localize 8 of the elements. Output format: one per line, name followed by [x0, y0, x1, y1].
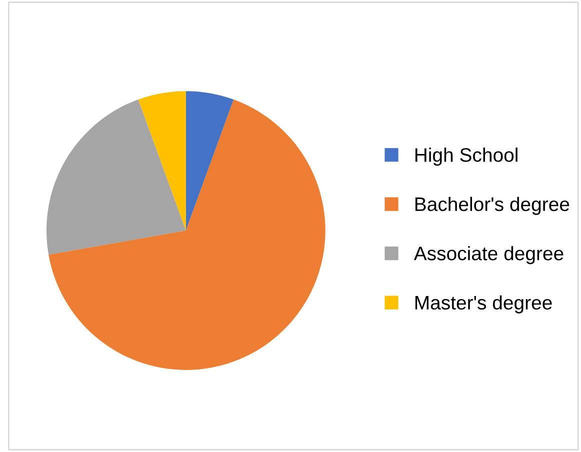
pie-slice	[186, 91, 234, 231]
pie-slice	[48, 100, 326, 370]
legend-label: Associate degree	[414, 246, 564, 264]
legend-label: Master's degree	[415, 295, 552, 314]
pie-slice	[46, 99, 186, 255]
legend-label: High School	[415, 148, 518, 166]
legend-label: Bachelor's degree	[415, 196, 570, 215]
pie-slice	[138, 91, 186, 231]
